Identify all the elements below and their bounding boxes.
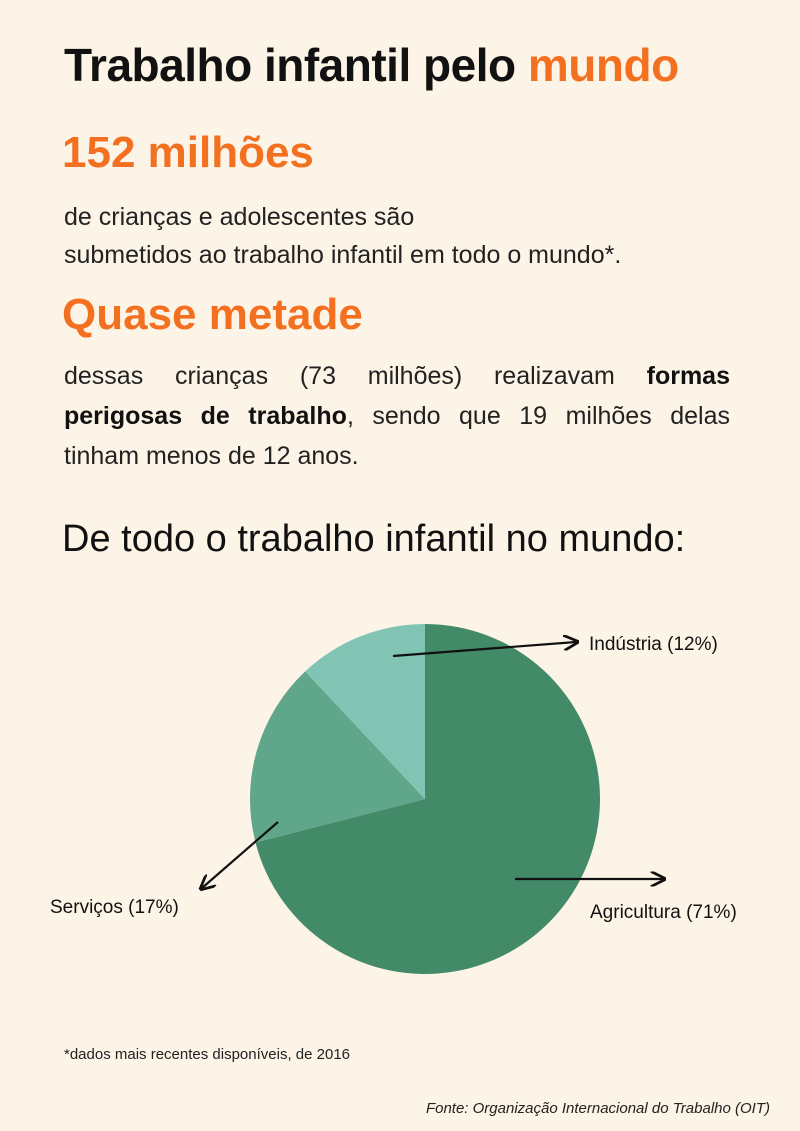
label-servicos: Serviços (17%) bbox=[50, 897, 179, 918]
title-main: Trabalho infantil pelo bbox=[64, 39, 528, 91]
label-agricultura: Agricultura (71%) bbox=[590, 902, 737, 923]
arrow-servicos bbox=[202, 821, 279, 888]
title-accent: mundo bbox=[527, 39, 679, 91]
stat2-text-b: , sendo que 19 milhões delas tinham meno… bbox=[64, 402, 730, 470]
stat1-line2: submetidos ao trabalho infantil em todo … bbox=[64, 241, 622, 269]
page-title: Trabalho infantil pelo mundo bbox=[64, 38, 679, 92]
section-title: De todo o trabalho infantil no mundo: bbox=[62, 518, 686, 560]
stat1-line1: de crianças e adolescentes são bbox=[64, 203, 415, 231]
pie-slice-industria bbox=[305, 624, 425, 799]
label-industria: Indústria (12%) bbox=[589, 634, 718, 655]
stat2-description: dessas crianças (73 milhões) realizavam … bbox=[64, 356, 730, 476]
source-credit: Fonte: Organização Internacional do Trab… bbox=[425, 1100, 770, 1117]
stat1-description: de crianças e adolescentes são submetido… bbox=[64, 198, 744, 274]
pie-slice-agricultura bbox=[255, 624, 600, 974]
footnote: *dados mais recentes disponíveis, de 201… bbox=[64, 1046, 351, 1063]
stat-half: Quase metade bbox=[62, 290, 363, 339]
pie-chart: Agricultura (71%) Serviços (17%) Indústria… bbox=[50, 624, 737, 974]
stat2-text-a: dessas crianças (73 milhões) realizavam bbox=[64, 362, 647, 390]
stat2-text-bold: formas perigosas de trabalho bbox=[64, 362, 730, 430]
arrow-industria bbox=[392, 642, 576, 658]
stat-152-million: 152 milhões bbox=[62, 128, 314, 177]
pie-slice-servicos bbox=[249, 671, 425, 843]
